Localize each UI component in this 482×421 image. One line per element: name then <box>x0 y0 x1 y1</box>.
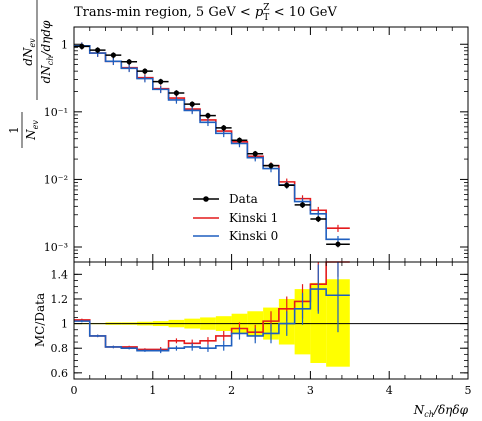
ratio-y-axis-label: MC/Data <box>33 293 47 347</box>
x-tick-label: 0 <box>71 384 78 397</box>
data-point <box>189 101 195 107</box>
y-label-num: dNev <box>21 38 37 66</box>
main-y-tick-label: 10⁻¹ <box>44 106 68 119</box>
ratio-histogram-kinski-0 <box>74 288 350 352</box>
legend-label-kinski-1: Kinski 1 <box>229 211 278 225</box>
x-axis-label: Nch/δηδφ <box>413 403 469 419</box>
data-point <box>252 151 258 157</box>
x-tick-labels: 0 1 2 3 4 5 <box>71 384 472 397</box>
x-tick-label: 2 <box>228 384 235 397</box>
data-point <box>284 182 290 188</box>
data-point <box>173 90 180 96</box>
main-y-tick-label: 1 <box>61 38 68 51</box>
ratio-y-tick-label: 1.4 <box>51 268 69 281</box>
main-y-axis-label: 1 Nev dNev dNch/dηdφ <box>7 0 55 148</box>
x-tick-label: 5 <box>465 384 472 397</box>
x-tick-label: 1 <box>149 384 156 397</box>
legend-label-kinski-0: Kinski 0 <box>229 229 278 243</box>
ratio-histogram-kinski-1 <box>74 261 350 351</box>
data-point <box>299 202 306 208</box>
y-label-rest: dNch/dηdφ <box>39 20 55 83</box>
ratio-y-tick-label: 1 <box>61 318 68 331</box>
chart-title: Trans-min region, 5 GeV < pTZ < 10 GeV <box>74 3 337 23</box>
data-point <box>268 163 274 169</box>
main-y-tick-label: 10⁻² <box>44 173 68 186</box>
data-point <box>236 137 243 143</box>
data-point <box>79 43 85 49</box>
ratio-series <box>74 261 350 354</box>
ratio-y-tick-labels: 0.6 0.8 1 1.2 1.4 <box>51 268 69 380</box>
ratio-y-tick-label: 0.6 <box>51 367 69 380</box>
ratio-y-tick-label: 1.2 <box>51 293 69 306</box>
ratio-y-tick-label: 0.8 <box>51 342 69 355</box>
data-point <box>95 47 101 53</box>
data-point <box>315 216 321 222</box>
mc-histogram-kinski-0 <box>74 44 350 241</box>
data-point <box>110 52 116 58</box>
y-label-one: 1 <box>7 126 21 134</box>
legend-item-kinski-0: Kinski 0 <box>193 229 278 243</box>
data-point <box>158 79 164 85</box>
ratio-band-bin <box>310 282 327 363</box>
main-y-tick-labels: 1 10⁻¹ 10⁻² 10⁻³ <box>44 38 68 254</box>
ratio-uncertainty-band <box>74 279 350 367</box>
data-point <box>205 112 211 119</box>
legend-item-data: Data <box>193 192 258 206</box>
legend-item-kinski-1: Kinski 1 <box>193 211 278 225</box>
y-label-den: Nev <box>24 120 40 141</box>
x-tick-label: 4 <box>386 384 393 397</box>
ratio-panel: 0.6 0.8 1 1.2 1.4 0 1 2 3 4 5 MC/Data Nch/δηδφ <box>33 261 472 419</box>
data-point <box>142 68 148 74</box>
data-point <box>335 241 341 247</box>
main-y-tick-label: 10⁻³ <box>44 241 68 254</box>
main-series <box>74 42 350 248</box>
main-panel: 1 10⁻¹ 10⁻² 10⁻³ 1 Nev dNev dNch/dηdφ Data … <box>7 0 469 263</box>
ratio-frame <box>73 261 469 380</box>
ratio-ticks <box>73 262 469 379</box>
data-point <box>221 125 227 131</box>
legend: Data Kinski 1 Kinski 0 <box>193 192 278 243</box>
x-tick-label: 3 <box>307 384 314 397</box>
data-point <box>126 59 132 65</box>
legend-label-data: Data <box>229 192 258 206</box>
